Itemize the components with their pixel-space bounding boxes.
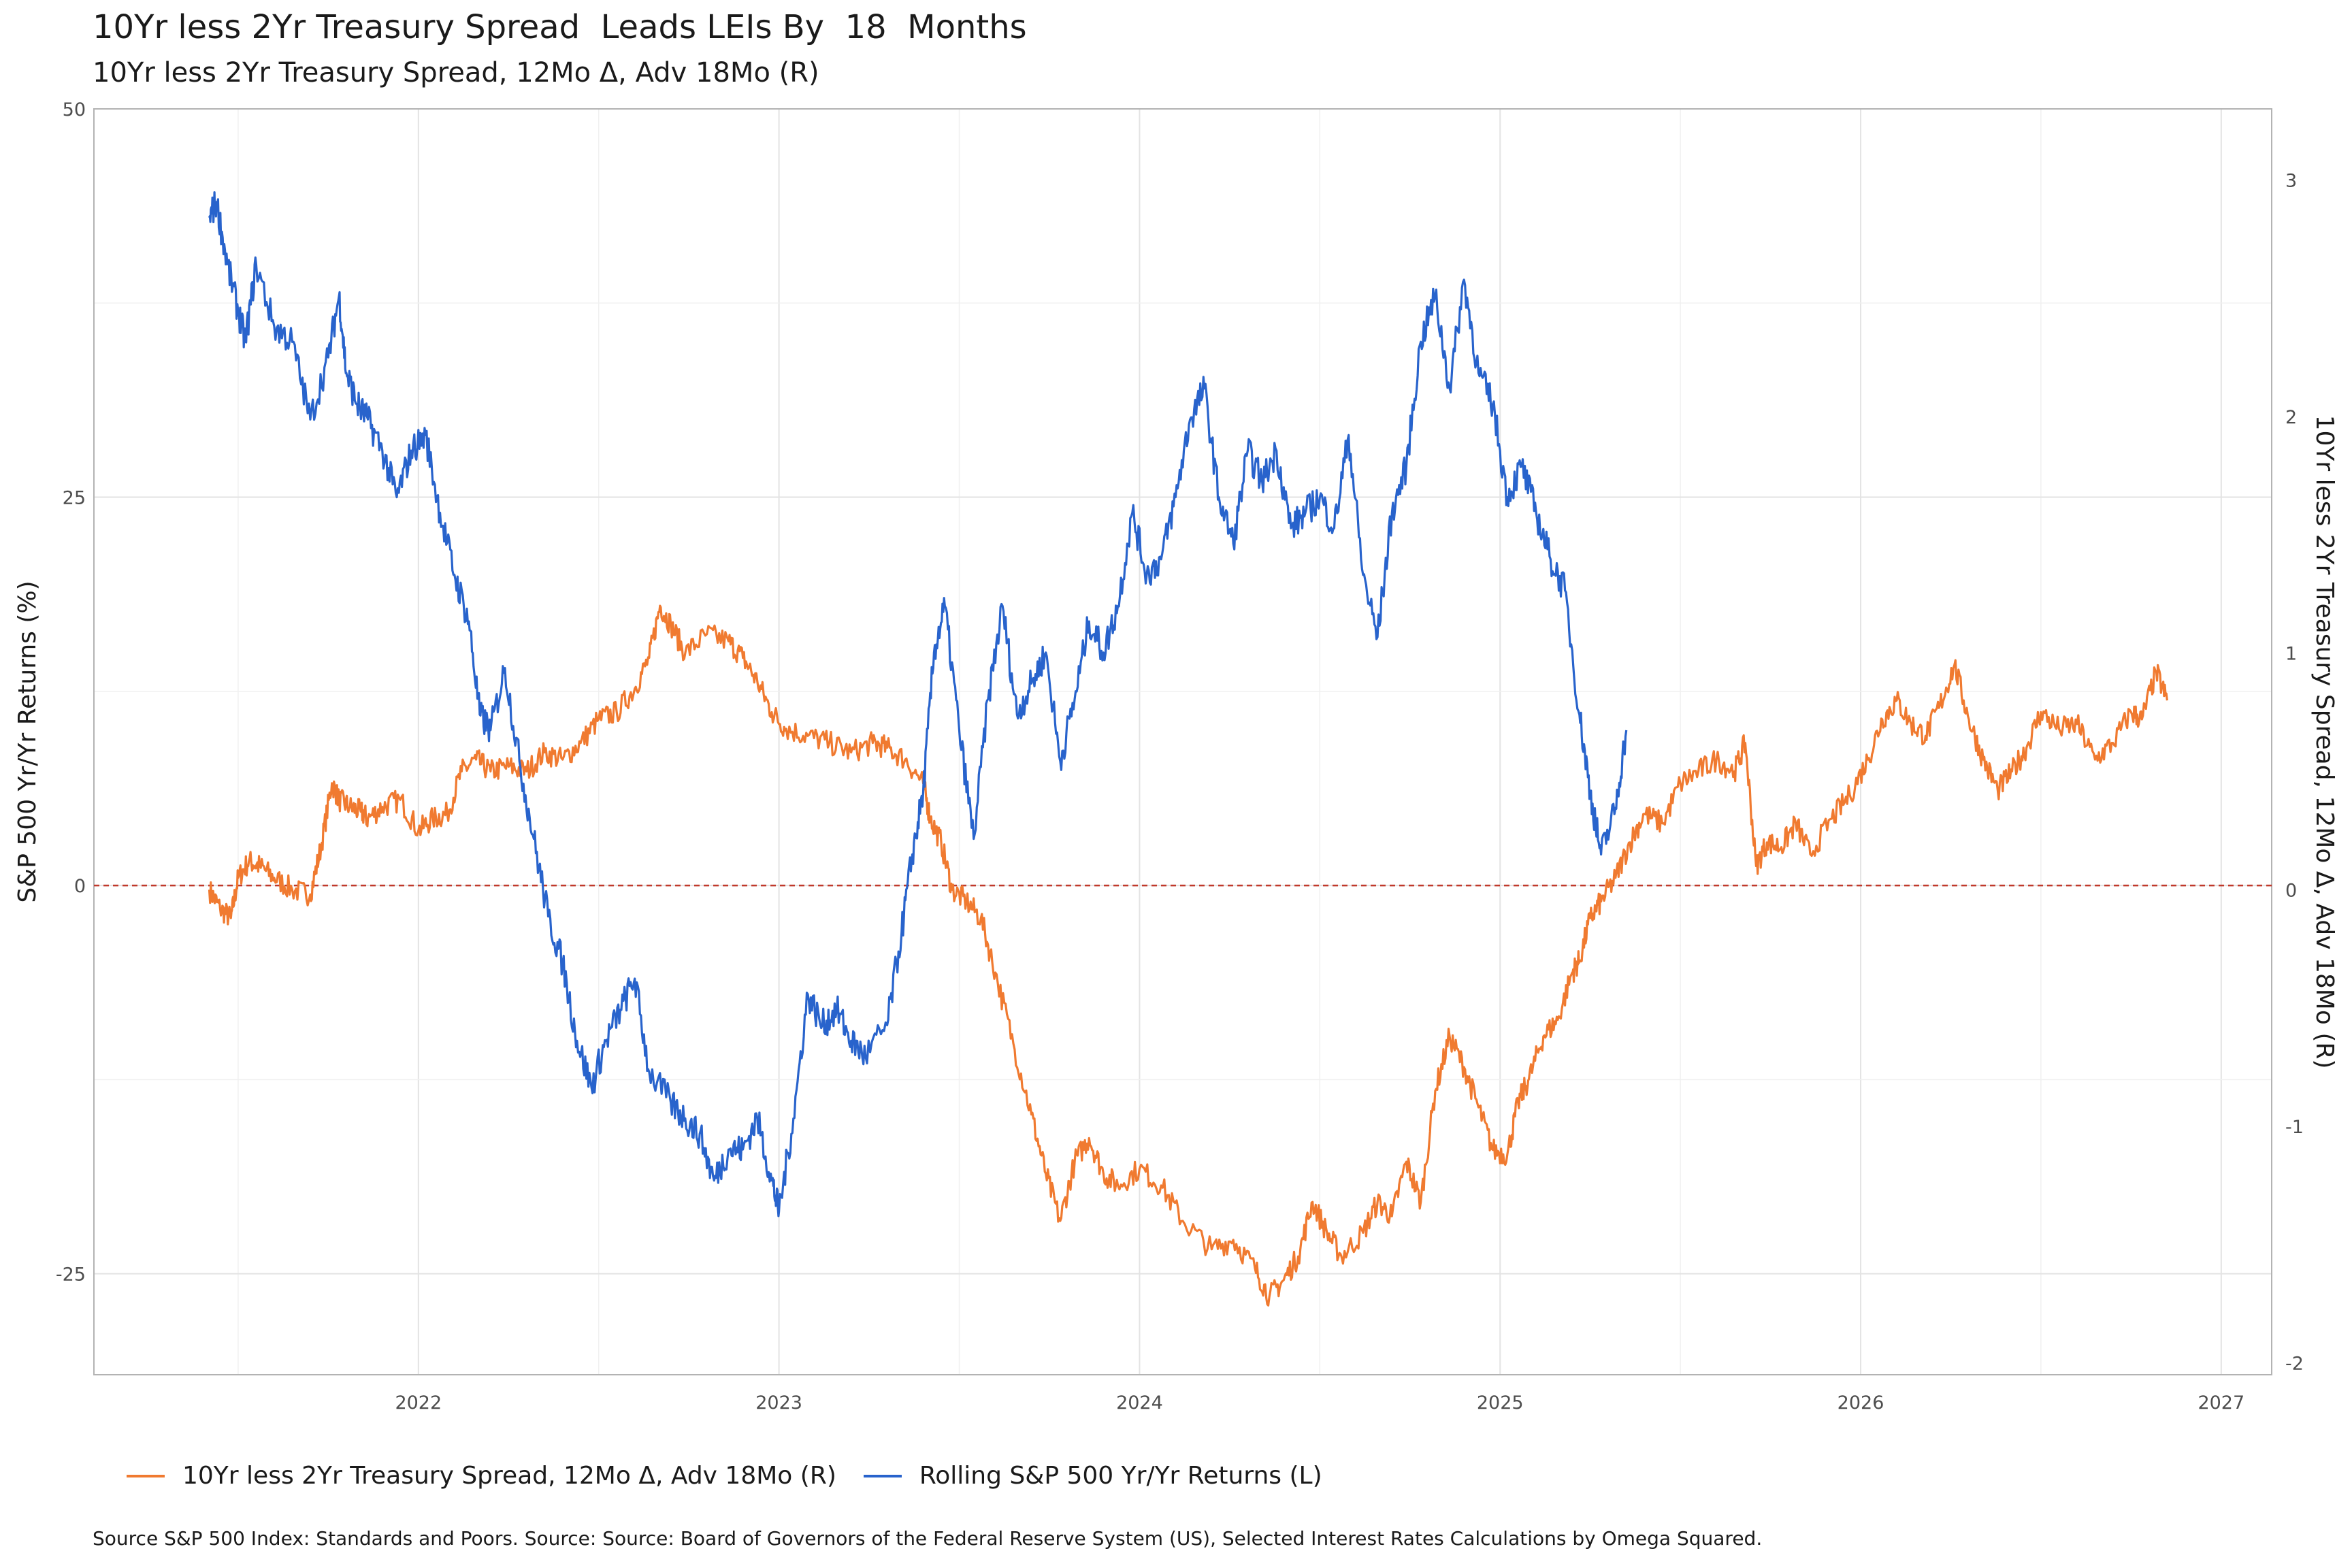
legend-key-sp500 xyxy=(863,1474,902,1477)
y-left-tick-label: 25 xyxy=(63,488,86,509)
x-tick-label: 2023 xyxy=(755,1392,802,1414)
y-left-tick-label: -25 xyxy=(56,1264,86,1286)
y-left-tick-label: 0 xyxy=(74,876,86,897)
x-tick-label: 2024 xyxy=(1116,1392,1163,1414)
chart-subtitle: 10Yr less 2Yr Treasury Spread, 12Mo Δ, A… xyxy=(93,57,819,88)
x-tick-label: 2027 xyxy=(2198,1392,2244,1414)
y-axis-left-title: S&P 500 Yr/Yr Returns (%) xyxy=(14,581,42,902)
y-right-tick-label: -2 xyxy=(2285,1354,2304,1375)
legend-label-spread: 10Yr less 2Yr Treasury Spread, 12Mo Δ, A… xyxy=(182,1462,836,1490)
legend-label-sp500: Rolling S&P 500 Yr/Yr Returns (L) xyxy=(919,1462,1322,1490)
legend: 10Yr less 2Yr Treasury Spread, 12Mo Δ, A… xyxy=(127,1462,1350,1490)
plot-border xyxy=(93,108,2272,1375)
y-right-tick-label: 0 xyxy=(2285,880,2297,901)
source-caption: Source S&P 500 Index: Standards and Poor… xyxy=(93,1527,1763,1550)
y-right-tick-label: 3 xyxy=(2285,170,2297,191)
series-line-sp500 xyxy=(208,191,1628,1218)
chart-title: 10Yr less 2Yr Treasury Spread Leads LEIs… xyxy=(93,8,1027,46)
y-right-tick-label: 2 xyxy=(2285,407,2297,428)
x-tick-label: 2022 xyxy=(395,1392,442,1414)
y-left-tick-label: 50 xyxy=(63,99,86,120)
grid-lines xyxy=(94,108,2272,1375)
tick-labels: 2022 2023 2024 2025 2026 2027 -25 0 25 50 -2 -1 0 1 2 3 xyxy=(56,99,2304,1414)
series-group xyxy=(208,191,2168,1307)
legend-key-spread xyxy=(127,1474,165,1477)
legend-item-spread: 10Yr less 2Yr Treasury Spread, 12Mo Δ, A… xyxy=(127,1462,836,1490)
series-line-spread xyxy=(208,604,2168,1307)
y-axis-right-title: 10Yr less 2Yr Treasury Spread, 12Mo Δ, A… xyxy=(2310,415,2338,1069)
legend-item-sp500: Rolling S&P 500 Yr/Yr Returns (L) xyxy=(863,1462,1322,1490)
y-right-tick-label: 1 xyxy=(2285,644,2297,665)
x-tick-label: 2025 xyxy=(1477,1392,1524,1414)
y-right-tick-label: -1 xyxy=(2285,1117,2304,1138)
x-tick-label: 2026 xyxy=(1838,1392,1884,1414)
